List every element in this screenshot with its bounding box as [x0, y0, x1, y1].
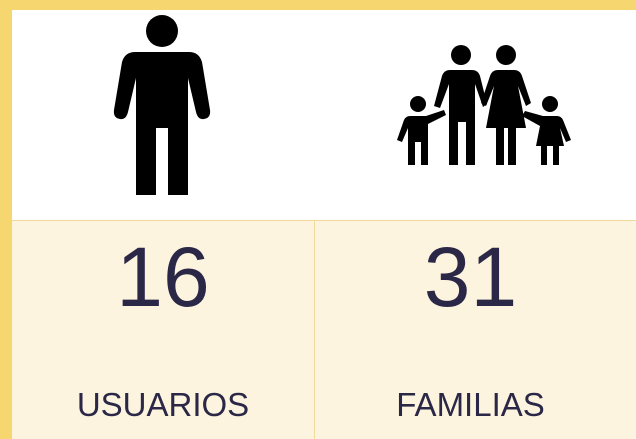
stats-row: 16 USUARIOS 31 FAMILIAS: [12, 221, 636, 439]
user-icon: [113, 15, 211, 195]
family-icon: [397, 45, 571, 165]
stat-value: 31: [423, 230, 518, 324]
stat-label: FAMILIAS: [396, 386, 545, 423]
icon-row: [12, 10, 636, 221]
stat-label: USUARIOS: [76, 386, 250, 423]
stat-families: 31 FAMILIAS: [315, 221, 626, 439]
divider: [314, 221, 315, 439]
stat-users: 16 USUARIOS: [12, 221, 314, 439]
icons: [113, 15, 571, 195]
stat-value: 16: [116, 230, 210, 324]
